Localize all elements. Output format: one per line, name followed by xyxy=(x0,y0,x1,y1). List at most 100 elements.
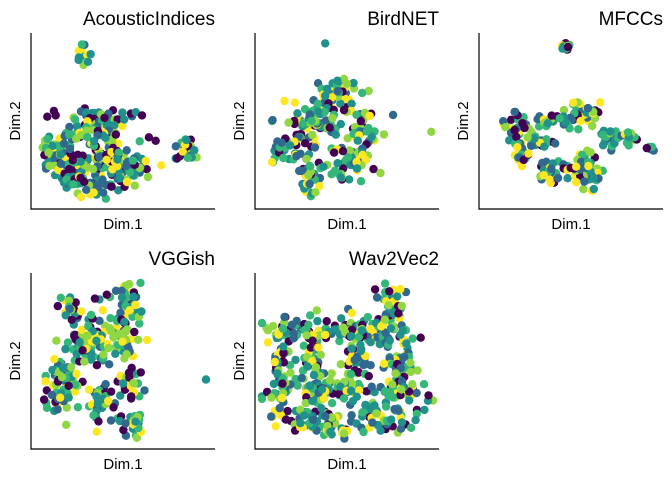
scatter-point xyxy=(104,396,113,406)
scatter-point xyxy=(306,343,316,352)
scatter-point xyxy=(300,139,310,148)
scatter-point xyxy=(396,424,406,433)
scatter-point xyxy=(65,144,75,154)
scatter-point xyxy=(134,335,143,344)
scatter-point xyxy=(385,336,394,345)
scatter-point xyxy=(589,184,598,194)
scatter-point xyxy=(131,108,140,117)
scatter-point xyxy=(358,150,367,160)
scatter-point xyxy=(137,111,147,120)
scatter-point xyxy=(41,377,50,386)
scatter-point xyxy=(406,367,415,377)
scatter-point xyxy=(269,379,279,389)
scatter-point xyxy=(512,132,521,142)
scatter-point xyxy=(66,363,76,372)
scatter-point xyxy=(72,369,81,378)
scatter-point xyxy=(336,173,345,182)
scatter-point xyxy=(589,174,598,183)
scatter-point xyxy=(397,385,406,394)
axis-lines xyxy=(30,33,215,210)
scatter-point xyxy=(368,418,377,427)
scatter-point xyxy=(67,315,77,324)
scatter-point xyxy=(413,366,422,375)
scatter-point xyxy=(356,177,366,186)
scatter-point xyxy=(109,403,118,412)
scatter-point xyxy=(64,393,73,402)
axis-lines xyxy=(30,273,215,450)
scatter-point xyxy=(347,308,357,318)
scatter-point xyxy=(111,349,120,358)
scatter-point xyxy=(397,301,406,311)
scatter-point xyxy=(267,393,276,402)
scatter-point xyxy=(129,378,138,388)
scatter-point xyxy=(356,340,365,350)
scatter-point xyxy=(263,326,273,335)
axis-lines xyxy=(254,273,439,450)
scatter-point xyxy=(80,357,89,366)
scatter-point xyxy=(107,387,116,396)
scatter-point xyxy=(327,369,336,378)
scatter-point xyxy=(151,136,160,145)
scatter-point xyxy=(346,386,356,395)
scatter-point xyxy=(178,147,187,156)
scatter-point xyxy=(331,130,340,139)
scatter-point xyxy=(624,141,633,150)
scatter-point xyxy=(396,284,405,294)
scatter-point xyxy=(53,405,62,414)
scatter-point xyxy=(106,314,115,323)
scatter-point xyxy=(316,350,325,359)
scatter-point xyxy=(369,164,378,174)
scatter-point xyxy=(84,385,94,394)
scatter-point xyxy=(114,148,123,157)
scatter-point xyxy=(76,307,86,316)
scatter-point xyxy=(623,128,633,137)
scatter-point xyxy=(125,306,134,315)
x-axis-label: Dim.1 xyxy=(327,456,366,473)
scatter-point xyxy=(523,133,532,142)
scatter-point xyxy=(64,296,74,305)
scatter-point xyxy=(144,133,154,142)
scatter-point xyxy=(317,385,327,394)
scatter-point xyxy=(322,317,331,326)
scatter-point xyxy=(321,91,330,101)
scatter-point xyxy=(77,40,87,49)
scatter-point xyxy=(53,301,62,311)
scatter-point xyxy=(356,116,366,126)
scatter-point xyxy=(313,316,322,326)
scatter-point xyxy=(76,157,85,166)
scatter-point xyxy=(278,324,288,333)
scatter-point xyxy=(61,344,70,354)
scatter-point xyxy=(510,125,519,135)
scatter-point xyxy=(572,162,581,171)
scatter-point xyxy=(572,178,581,187)
scatter-point xyxy=(606,127,615,136)
scatter-point xyxy=(56,393,65,402)
x-axis-label: Dim.1 xyxy=(551,216,590,233)
scatter-point xyxy=(358,88,367,98)
scatter-point xyxy=(400,352,409,362)
scatter-point xyxy=(405,396,414,405)
axis-lines xyxy=(478,33,663,210)
scatter-point xyxy=(118,108,127,117)
scatter-point xyxy=(118,337,127,346)
scatter-point xyxy=(67,166,77,175)
scatter-point xyxy=(140,386,149,395)
scatter-point xyxy=(352,352,362,361)
scatter-point xyxy=(343,153,353,162)
scatter-point xyxy=(172,154,182,163)
scatter-point xyxy=(119,425,128,435)
scatter-point xyxy=(352,110,361,120)
scatter-point xyxy=(321,116,331,125)
scatter-point xyxy=(70,115,80,124)
scatter-point xyxy=(408,380,417,389)
scatter-point xyxy=(63,338,73,347)
scatter-point xyxy=(279,358,289,367)
scatter-point xyxy=(372,293,382,302)
scatter-point xyxy=(358,408,367,417)
scatter-point xyxy=(349,78,358,88)
scatter-point xyxy=(543,119,553,128)
scatter-point xyxy=(305,381,315,390)
scatter-point xyxy=(379,359,389,368)
scatter-point xyxy=(354,379,363,389)
scatter-point xyxy=(290,98,300,107)
